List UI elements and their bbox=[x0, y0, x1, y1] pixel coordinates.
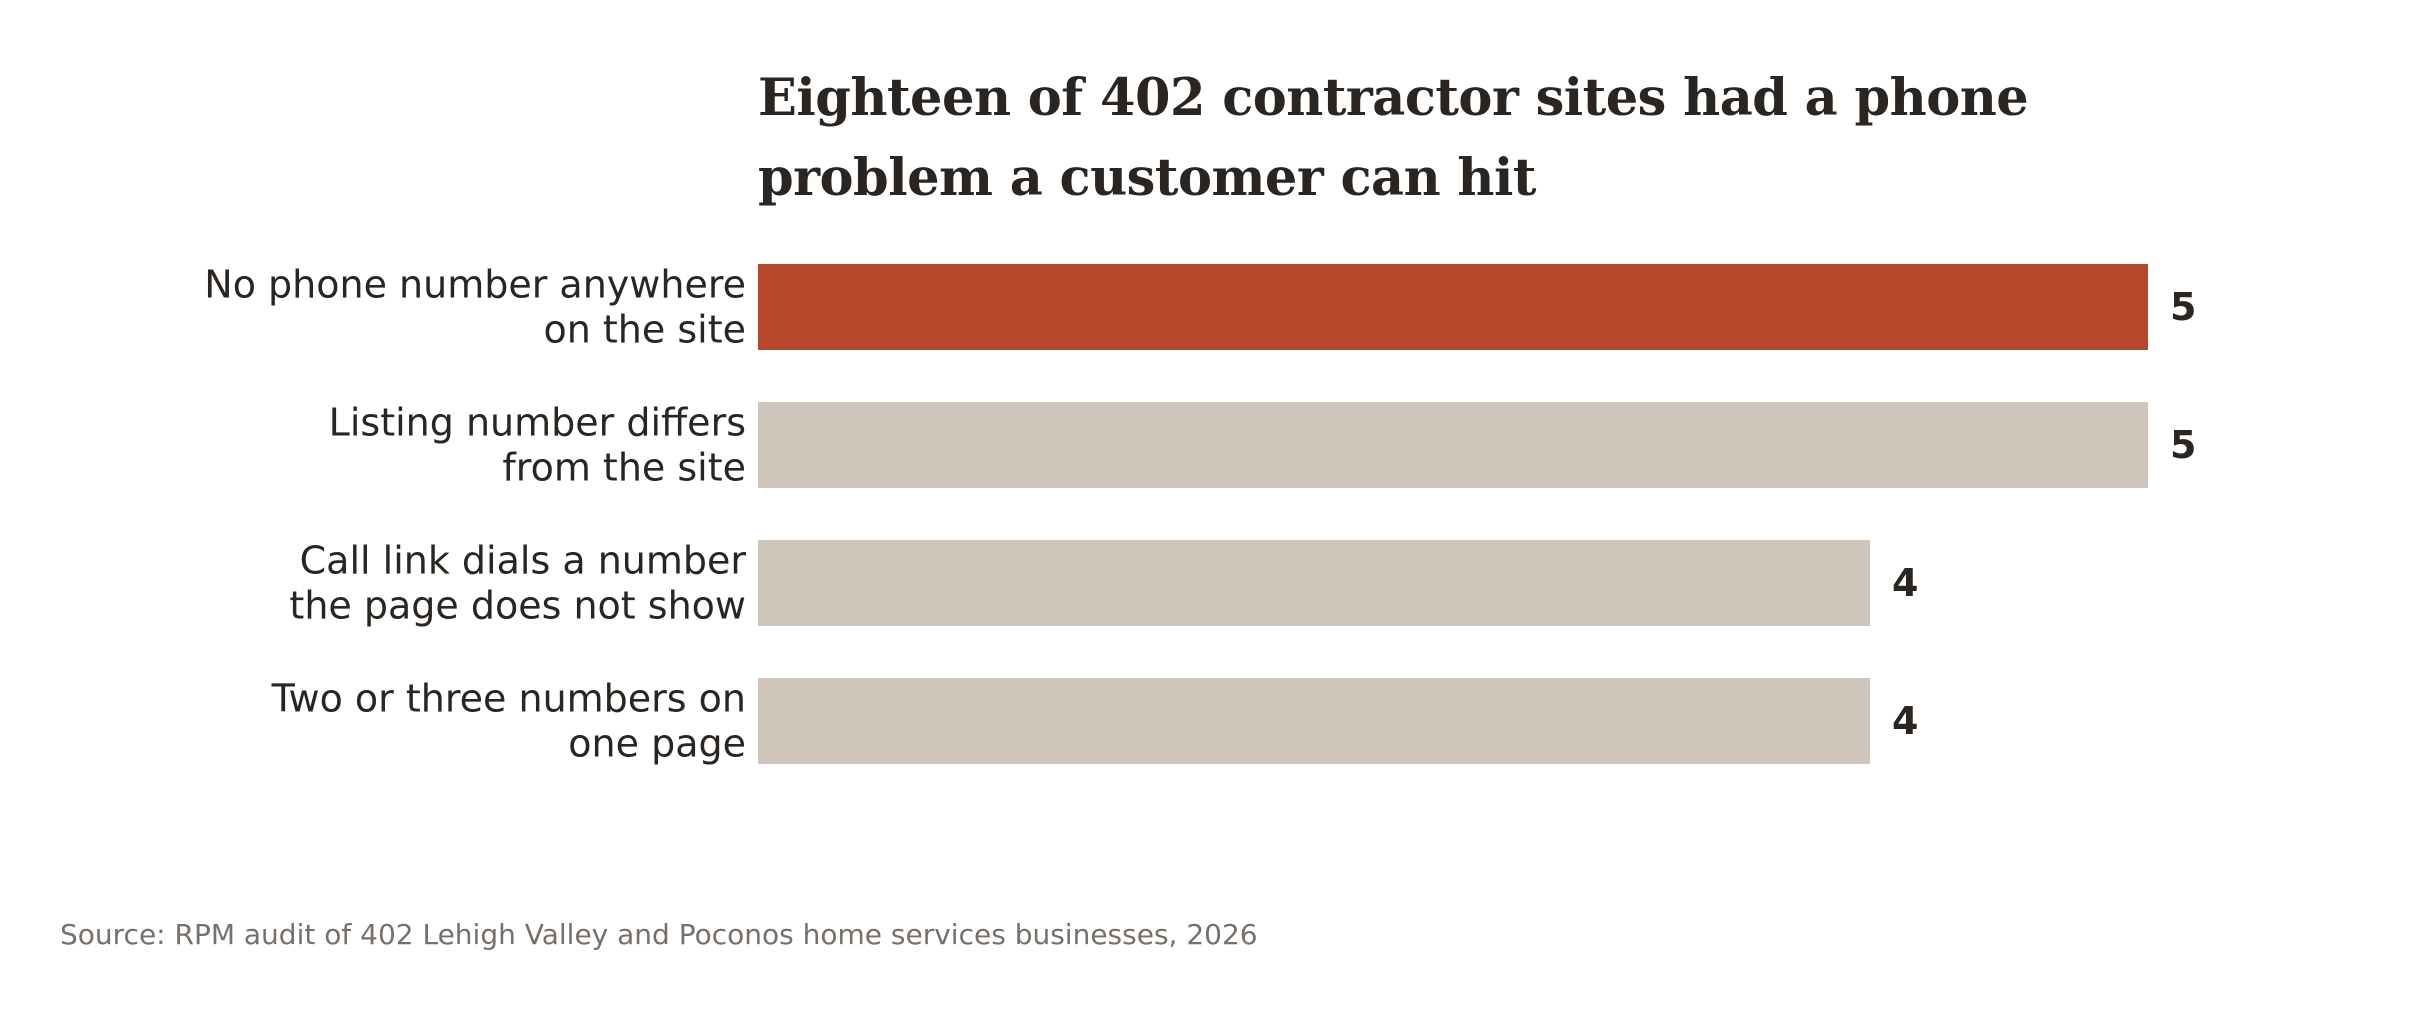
bar-2 bbox=[758, 402, 2148, 488]
bar-1 bbox=[758, 264, 2148, 350]
value-label-4: 4 bbox=[1892, 699, 1918, 743]
value-label-2: 5 bbox=[2170, 423, 2196, 467]
category-label-3: Call link dials a number the page does no… bbox=[289, 539, 746, 628]
chart-title: Eighteen of 402 contractor sites had a p… bbox=[758, 68, 2029, 208]
value-label-1: 5 bbox=[2170, 285, 2196, 329]
bar-3 bbox=[758, 540, 1870, 626]
category-label-1: No phone number anywhere on the site bbox=[204, 263, 746, 352]
value-label-3: 4 bbox=[1892, 561, 1918, 605]
source-note: Source: RPM audit of 402 Lehigh Valley a… bbox=[60, 918, 1258, 951]
bar-4 bbox=[758, 678, 1870, 764]
category-label-2: Listing number differs from the site bbox=[329, 401, 746, 490]
category-label-4: Two or three numbers on one page bbox=[271, 677, 746, 766]
